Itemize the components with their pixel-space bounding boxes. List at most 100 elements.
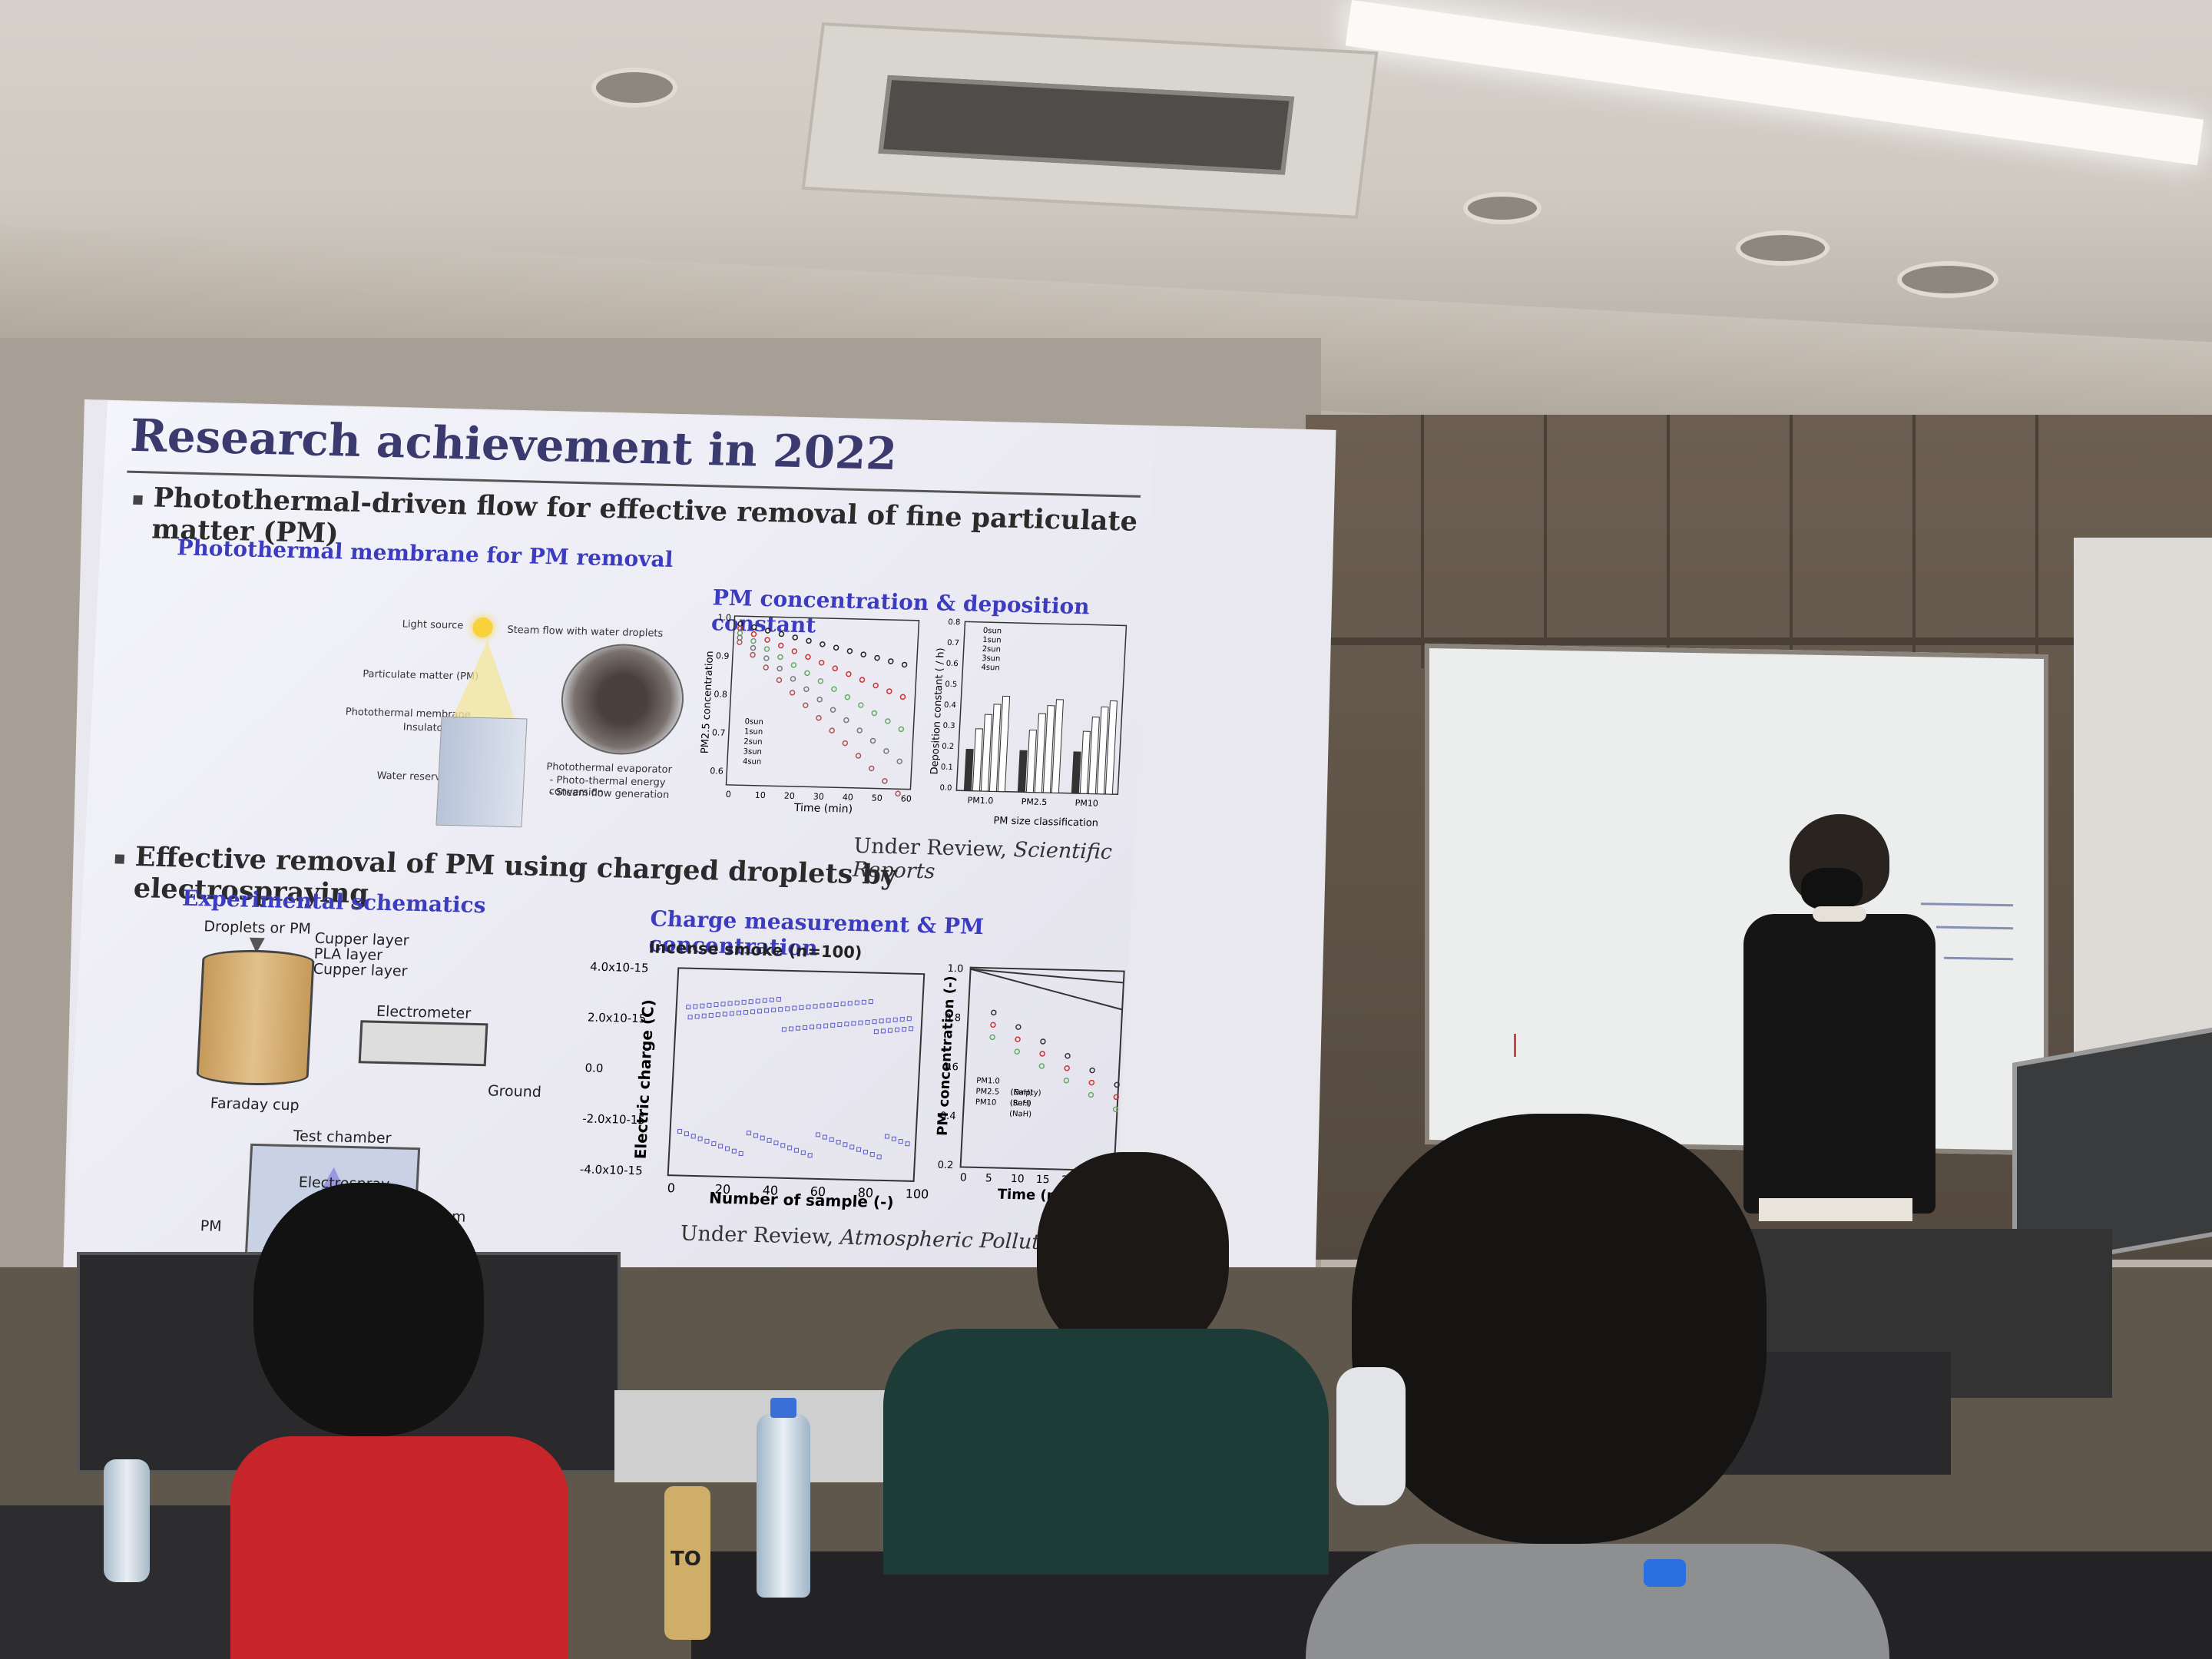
plot1-point (818, 660, 825, 666)
plot1-point (855, 753, 862, 759)
plot1-point (763, 646, 770, 652)
plot3-point (891, 1136, 896, 1141)
plot3-point (830, 1022, 836, 1028)
plot1-point (792, 634, 799, 641)
plot3-point (807, 1153, 813, 1158)
plot3-point (792, 1005, 797, 1011)
plot4-ytick: 0.8 (945, 1012, 961, 1024)
plot2-bar (1079, 730, 1091, 794)
plot1-xtick: 40 (842, 793, 853, 803)
plot3-ytick: -4.0x10-15 (579, 1162, 643, 1177)
plot1-point (751, 624, 757, 631)
panel-seam (1667, 415, 1670, 668)
plot3-point (856, 1147, 862, 1152)
plot1-point (750, 631, 757, 637)
plot1-legend-entry: 4sun (743, 757, 762, 767)
plot3-point (861, 999, 866, 1005)
plot3-xtick: 20 (714, 1182, 730, 1197)
plot4-ytick: 0.4 (940, 1111, 956, 1122)
plot3-point (840, 1002, 846, 1007)
plot1-point (737, 639, 743, 645)
plot1-point (737, 625, 743, 631)
plot1-ytick: 0.8 (714, 689, 727, 699)
plot3-point (763, 1008, 770, 1013)
label-cupper2: Cupper layer (313, 960, 408, 980)
plot2-ytick: 0.2 (942, 743, 954, 751)
plot3-point (714, 1002, 719, 1008)
plot1-point (737, 630, 743, 636)
plot3-point (753, 1133, 759, 1138)
plot1-point (899, 694, 906, 700)
plot3-xtick: 100 (905, 1187, 929, 1202)
plot2-bar (1071, 751, 1081, 794)
plot4-ytick: 0.2 (937, 1160, 953, 1171)
plot2-ylabel: Deposition constant ( / h) (929, 647, 946, 774)
plot4-ytick: 0.6 (942, 1061, 959, 1073)
plot1-point (873, 682, 879, 689)
plot1-point (764, 637, 770, 643)
plot3-point (813, 1004, 818, 1009)
evaporator-photo (558, 642, 687, 757)
plot1-point (804, 670, 810, 677)
plot3-point (715, 1012, 720, 1018)
plot3-point (863, 1149, 869, 1154)
plot1-point (843, 717, 849, 724)
faraday-cup (196, 949, 315, 1087)
plot1-point (846, 647, 853, 654)
plot3-point (869, 1152, 875, 1157)
plot3-point (746, 1131, 752, 1136)
plot2-bar (1017, 750, 1028, 793)
plot3-xtick: 60 (810, 1184, 826, 1199)
plot3-point (879, 1018, 884, 1024)
plot3-point (793, 1147, 800, 1153)
plot1-point (750, 644, 757, 651)
plot1-point (790, 662, 797, 668)
plot2-legend-entry: 0sun (983, 627, 1002, 636)
plot1-xlabel: Time (min) (793, 802, 853, 816)
plot4-legend-entry: PM10 (975, 1098, 997, 1108)
plot1-point (803, 686, 810, 693)
plot3-point (822, 1134, 828, 1140)
plot3-point (760, 1135, 765, 1141)
ac-grill (878, 75, 1295, 175)
plot4-point (1015, 1036, 1021, 1042)
plot1-point (831, 686, 837, 692)
plot3-point (865, 1019, 870, 1025)
plot1-point (750, 637, 757, 644)
plot4-legend-entry: (NaH) (1010, 1088, 1033, 1098)
plot2-xtick: PM10 (1075, 798, 1098, 809)
red-shirt (230, 1436, 568, 1659)
plot4-point (1014, 1048, 1020, 1055)
plot2-ytick: 0.3 (942, 722, 955, 730)
plot3-point (748, 999, 753, 1005)
downlight (591, 68, 677, 108)
plot3-point (727, 1001, 733, 1006)
plot3-point (795, 1025, 801, 1031)
plot1-legend-entry: 1sun (744, 727, 763, 737)
plot3-point (868, 998, 874, 1005)
plot4-point (989, 1034, 995, 1041)
plot3-point (724, 1146, 730, 1151)
plot2-ytick: 0.5 (945, 680, 957, 689)
plot3-ytick: 0.0 (584, 1061, 604, 1075)
plot3-point (694, 1014, 700, 1019)
plot3-point (833, 1002, 839, 1007)
plot1-point (737, 634, 743, 641)
plot3-point (886, 1018, 891, 1023)
plot2-legend-entry: 1sun (982, 636, 1002, 645)
plot1-point (860, 651, 866, 657)
plot1-point (895, 790, 901, 797)
plot1-point (816, 697, 823, 703)
review1-prefix: Under Review, (853, 833, 1015, 862)
plot3-point (741, 999, 747, 1005)
plot3-point (707, 1002, 712, 1008)
plot1-point (764, 628, 771, 634)
plot1-point (898, 726, 905, 733)
plot3-point (693, 1004, 698, 1009)
plot4-xtick: 10 (1010, 1173, 1025, 1185)
plot3-point (788, 1026, 794, 1031)
plot4-point (1088, 1091, 1094, 1098)
plot4-point (990, 1022, 996, 1028)
plot1-point (829, 727, 835, 733)
plot1-ylabel: PM2.5 concentration (699, 651, 716, 753)
